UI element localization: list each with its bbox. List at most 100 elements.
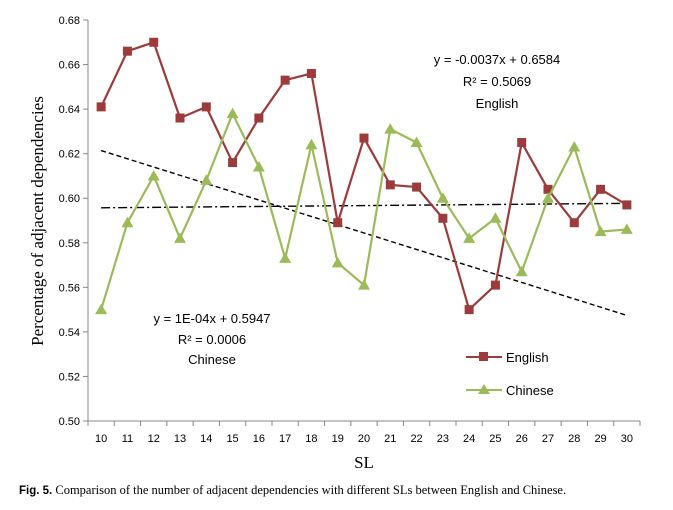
legend-item-english: English — [466, 350, 549, 365]
chinese-r-squared: R² = 0.0006 — [178, 332, 246, 347]
caption-text: Comparison of the number of adjacent dep… — [55, 483, 567, 497]
y-ticks: 0.50 0.52 0.54 0.56 0.58 0.60 0.62 0.64 0.66 0.68 — [59, 15, 88, 428]
data-point-chinese — [121, 216, 134, 228]
x-tick-label: 14 — [200, 433, 212, 445]
data-point-english — [622, 200, 632, 210]
data-point-english — [201, 102, 211, 112]
data-point-english — [596, 184, 606, 194]
x-tick-label: 17 — [279, 433, 291, 445]
data-point-chinese — [252, 161, 265, 172]
legend-marker-chinese — [478, 384, 490, 394]
data-point-chinese — [515, 265, 528, 277]
y-tick-label: 0.64 — [59, 104, 80, 116]
x-tick-label: 30 — [621, 433, 633, 445]
figure-caption: Fig. 5. Comparison of the number of adja… — [19, 483, 659, 498]
data-point-chinese — [305, 138, 318, 150]
data-point-chinese — [542, 192, 554, 203]
data-point-english — [359, 133, 369, 143]
y-tick-label: 0.52 — [59, 371, 80, 383]
data-point-chinese — [331, 256, 344, 268]
data-point-english — [385, 180, 395, 190]
legend-item-chinese: Chinese — [466, 383, 554, 398]
data-point-english — [96, 102, 106, 112]
data-point-chinese — [200, 174, 213, 185]
data-point-chinese — [174, 232, 186, 243]
data-point-english — [569, 218, 579, 228]
data-point-chinese — [594, 225, 607, 237]
data-point-english — [490, 280, 500, 290]
trendline-chinese — [101, 202, 627, 209]
caption-label: Fig. 5. — [19, 485, 53, 497]
data-point-english — [280, 75, 290, 85]
data-point-english — [543, 184, 553, 194]
data-point-english — [175, 113, 185, 123]
y-tick-label: 0.60 — [59, 193, 80, 205]
data-point-chinese — [95, 303, 108, 315]
x-tick-label: 22 — [410, 433, 422, 445]
x-ticks: 10 11 12 13 14 15 16 17 18 19 20 21 22 23 24 25 26 27 28 29… — [87, 421, 641, 445]
x-tick-label: 23 — [437, 433, 449, 445]
axes — [87, 20, 640, 422]
data-point-english — [412, 182, 422, 192]
x-tick-label: 19 — [332, 433, 344, 445]
x-tick-label: 29 — [594, 433, 606, 445]
y-tick-label: 0.58 — [59, 238, 80, 250]
data-point-english — [254, 113, 264, 123]
data-point-chinese — [620, 223, 633, 234]
x-tick-label: 25 — [489, 433, 501, 445]
data-point-chinese — [226, 107, 239, 119]
data-point-chinese — [436, 192, 449, 203]
x-tick-label: 28 — [568, 433, 580, 445]
legend-marker-english — [479, 352, 488, 361]
y-tick-label: 0.50 — [59, 416, 80, 428]
legend: English Chinese — [466, 350, 554, 398]
data-point-chinese — [568, 140, 581, 152]
x-tick-label: 18 — [305, 433, 317, 445]
english-annotation-label: English — [476, 96, 519, 111]
y-tick-label: 0.62 — [59, 149, 80, 161]
data-point-chinese — [279, 252, 292, 263]
x-tick-label: 26 — [516, 433, 528, 445]
data-point-chinese — [463, 232, 476, 243]
data-point-chinese — [489, 212, 502, 223]
english-trend-annotation: y = -0.0037x + 0.6584 R² = 0.5069 Englis… — [434, 52, 560, 111]
english-r-squared: R² = 0.5069 — [463, 74, 531, 89]
english-equation: y = -0.0037x + 0.6584 — [434, 52, 560, 67]
trendline-english — [100, 149, 628, 317]
data-point-english — [149, 37, 159, 47]
data-point-english — [228, 158, 238, 168]
x-tick-label: 20 — [358, 433, 370, 445]
x-tick-label: 13 — [174, 433, 186, 445]
y-tick-label: 0.66 — [59, 60, 80, 72]
y-tick-label: 0.56 — [59, 282, 80, 294]
legend-label-english: English — [506, 350, 549, 365]
y-tick-label: 0.54 — [59, 327, 80, 339]
x-tick-label: 21 — [384, 433, 396, 445]
x-tick-label: 15 — [226, 433, 238, 445]
chinese-trend-annotation: y = 1E-04x + 0.5947 R² = 0.0006 Chinese — [153, 311, 270, 367]
y-tick-label: 0.68 — [59, 15, 80, 27]
y-axis-title: Percentage of adjacent dependencies — [28, 96, 47, 346]
data-point-english — [122, 46, 132, 56]
line-chart: 0.50 0.52 0.54 0.56 0.58 0.60 0.62 0.64 0.66 0.68… — [28, 15, 641, 472]
data-point-english — [517, 138, 527, 148]
trendlines — [100, 149, 628, 317]
data-point-chinese — [384, 123, 397, 134]
data-point-english — [438, 213, 448, 223]
chinese-annotation-label: Chinese — [188, 352, 236, 367]
x-tick-label: 12 — [148, 433, 160, 445]
series-layer — [95, 37, 633, 315]
data-point-english — [333, 218, 343, 228]
chinese-equation: y = 1E-04x + 0.5947 — [153, 311, 270, 326]
x-tick-label: 11 — [122, 433, 133, 445]
data-point-english — [306, 68, 316, 78]
x-tick-label: 24 — [463, 433, 475, 445]
x-axis-title: SL — [354, 453, 374, 472]
data-point-chinese — [410, 136, 423, 148]
data-point-chinese — [358, 279, 370, 290]
data-point-english — [464, 305, 474, 315]
x-tick-label: 16 — [253, 433, 265, 445]
x-tick-label: 10 — [95, 433, 107, 445]
legend-label-chinese: Chinese — [506, 383, 554, 398]
x-tick-label: 27 — [542, 433, 554, 445]
